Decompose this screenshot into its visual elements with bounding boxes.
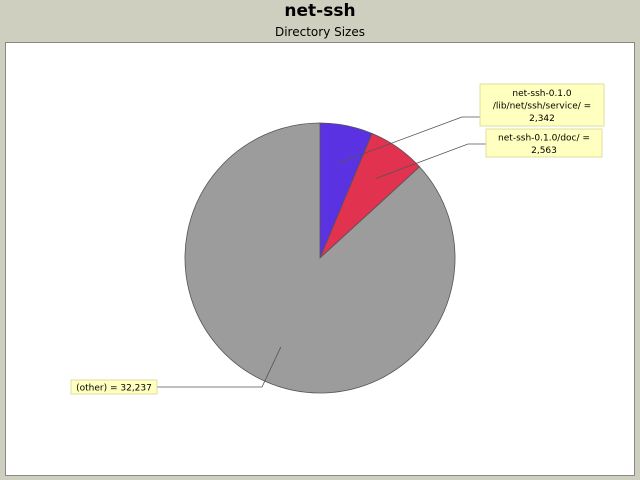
- pie-leader-line-1: [375, 143, 486, 179]
- pie-labels: net-ssh-0.1.0/lib/net/ssh/service/ = 2,34…: [70, 83, 605, 395]
- pie-label-0-line-2: 2,342: [529, 114, 555, 124]
- chart-title: net-ssh: [284, 1, 356, 21]
- pie-label-box-1: [485, 128, 603, 158]
- pie-leader-line-2: [157, 346, 282, 388]
- pie-slice-2: [184, 122, 456, 394]
- pie-label-1-line-0: net-ssh-0.1.0/doc/ =: [498, 133, 590, 143]
- chart-subtitle: Directory Sizes: [274, 25, 365, 39]
- pie-label-box-2: [70, 379, 158, 395]
- pie-label-1-line-1: 2,563: [531, 146, 557, 156]
- pie-label-0-line-0: net-ssh-0.1.0: [512, 89, 572, 99]
- pie-label-2-line-0: (other) = 32,237: [76, 384, 152, 394]
- pie-leader-line-0: [338, 116, 480, 164]
- pie-label-0-line-1: /lib/net/ssh/service/ =: [493, 102, 591, 112]
- pie-slices: [184, 122, 456, 394]
- pie-label-box-0: [479, 83, 605, 127]
